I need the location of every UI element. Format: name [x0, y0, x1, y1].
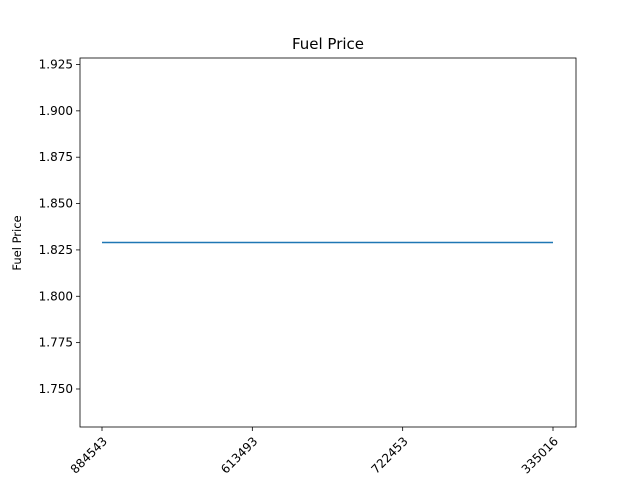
y-axis: 1.750 1.775 1.800 1.825 1.850 1.875 1.900 1.925	[39, 57, 80, 396]
y-tick-label: 1.850	[39, 197, 73, 211]
chart-title: Fuel Price	[292, 35, 364, 53]
y-axis-label: Fuel Price	[10, 215, 24, 270]
y-tick-label: 1.750	[39, 382, 73, 396]
y-tick-label: 1.775	[39, 336, 73, 350]
y-tick-label: 1.925	[39, 57, 73, 71]
plot-frame	[79, 57, 577, 428]
y-tick-label: 1.825	[39, 243, 73, 257]
y-tick-label: 1.875	[39, 150, 73, 164]
y-tick-label: 1.900	[39, 104, 73, 118]
y-tick-label: 1.800	[39, 289, 73, 303]
